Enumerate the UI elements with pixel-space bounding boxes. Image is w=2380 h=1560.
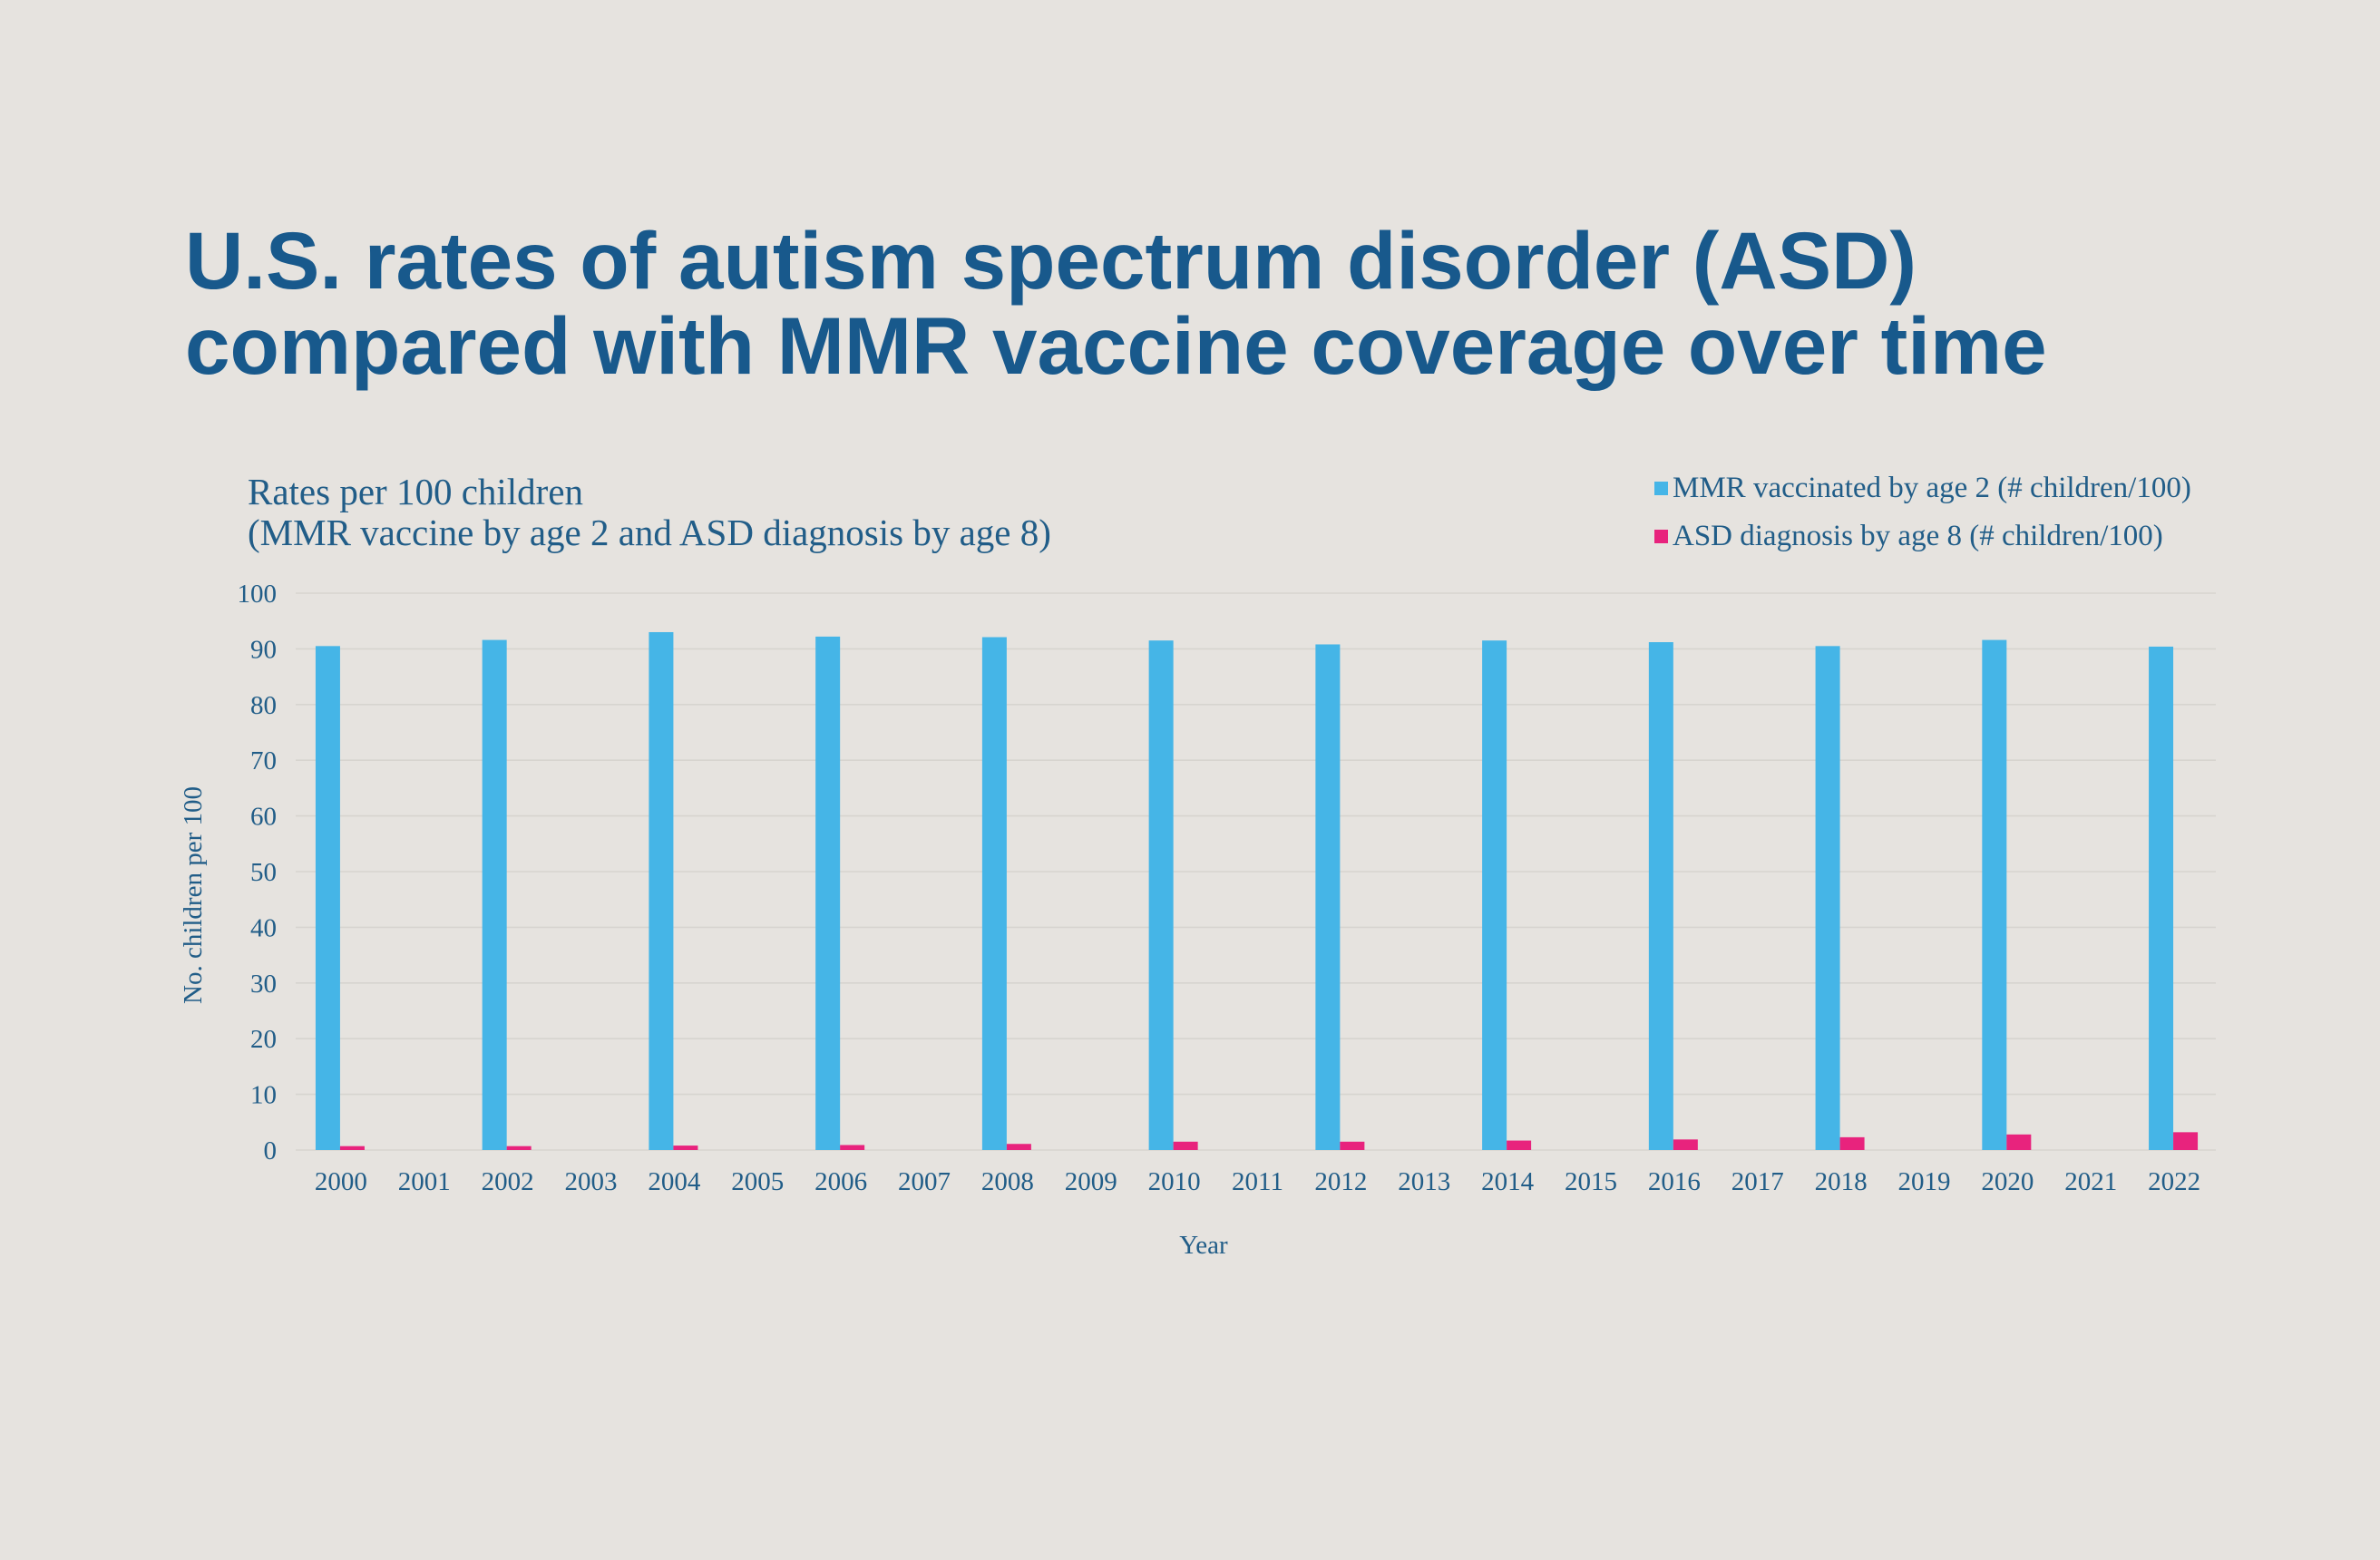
x-tick-label: 2009 xyxy=(1065,1167,1117,1196)
y-tick-label: 30 xyxy=(250,970,277,999)
x-tick-label: 2002 xyxy=(482,1167,534,1196)
bar-mmr-2020 xyxy=(1982,639,2007,1150)
y-tick-label: 90 xyxy=(250,635,277,664)
y-tick-label: 40 xyxy=(250,913,277,942)
x-tick-label: 2013 xyxy=(1398,1167,1450,1196)
subtitle-line-1: Rates per 100 children xyxy=(248,471,584,512)
y-tick-label: 50 xyxy=(250,858,277,887)
bar-mmr-2006 xyxy=(815,636,841,1150)
bar-asd-2016 xyxy=(1673,1139,1698,1150)
bar-asd-2002 xyxy=(506,1146,532,1150)
y-axis-title: No. children per 100 xyxy=(179,786,208,1004)
legend-label-asd: ASD diagnosis by age 8 (# children/100) xyxy=(1673,520,2163,552)
bar-mmr-2012 xyxy=(1315,644,1341,1150)
bar-asd-2010 xyxy=(1173,1141,1198,1150)
bar-asd-2004 xyxy=(673,1146,698,1150)
bars-asd-series xyxy=(339,1132,2199,1150)
x-tick-label: 2007 xyxy=(898,1167,951,1196)
bar-asd-2018 xyxy=(1839,1136,1865,1150)
x-tick-label: 2022 xyxy=(2148,1167,2200,1196)
legend: MMR vaccinated by age 2 (# children/100)… xyxy=(1654,464,2191,561)
y-tick-label: 0 xyxy=(264,1136,278,1165)
subtitle-line-2: (MMR vaccine by age 2 and ASD diagnosis … xyxy=(248,512,1051,553)
y-tick-label: 70 xyxy=(250,746,277,775)
x-tick-label: 2011 xyxy=(1232,1167,1283,1196)
x-tick-label: 2021 xyxy=(2064,1167,2117,1196)
x-tick-label: 2012 xyxy=(1314,1167,1367,1196)
bar-asd-2006 xyxy=(840,1145,865,1150)
x-tick-label: 2020 xyxy=(1981,1167,2034,1196)
bar-asd-2020 xyxy=(2006,1134,2032,1150)
chart-subtitle: Rates per 100 children (MMR vaccine by a… xyxy=(248,472,1051,553)
legend-label-mmr: MMR vaccinated by age 2 (# children/100) xyxy=(1673,472,2191,504)
bar-mmr-2018 xyxy=(1815,646,1840,1150)
x-tick-label: 2006 xyxy=(814,1167,867,1196)
bar-mmr-2000 xyxy=(315,646,340,1150)
y-tick-label: 100 xyxy=(238,580,278,609)
x-tick-label: 2010 xyxy=(1148,1167,1201,1196)
y-tick-label: 80 xyxy=(250,691,277,720)
y-tick-label: 60 xyxy=(250,803,277,832)
y-tick-label: 20 xyxy=(250,1025,277,1054)
x-tick-label: 2017 xyxy=(1731,1167,1784,1196)
bar-asd-2012 xyxy=(1340,1141,1365,1150)
x-tick-label: 2014 xyxy=(1481,1167,1535,1196)
y-axis-tick-labels: 0 10 20 30 40 50 60 70 80 90 100 xyxy=(238,580,278,1165)
chart-title: U.S. rates of autism spectrum disorder (… xyxy=(185,215,2047,391)
x-tick-label: 2004 xyxy=(648,1167,701,1196)
bar-mmr-2014 xyxy=(1482,640,1507,1150)
bar-mmr-2010 xyxy=(1148,640,1174,1150)
bar-mmr-2008 xyxy=(981,637,1007,1150)
bar-mmr-2002 xyxy=(482,639,507,1150)
bars-mmr-series xyxy=(315,631,2174,1150)
x-tick-label: 2015 xyxy=(1565,1167,1617,1196)
legend-item-mmr: MMR vaccinated by age 2 (# children/100) xyxy=(1654,464,2191,512)
bar-asd-2000 xyxy=(339,1146,365,1150)
x-tick-label: 2018 xyxy=(1815,1167,1868,1196)
x-tick-label: 2001 xyxy=(398,1167,451,1196)
legend-swatch-asd xyxy=(1654,530,1668,543)
bar-mmr-2004 xyxy=(649,631,674,1150)
x-tick-label: 2019 xyxy=(1897,1167,1950,1196)
y-tick-label: 10 xyxy=(250,1081,277,1110)
bar-asd-2014 xyxy=(1507,1140,1532,1150)
x-tick-label: 2005 xyxy=(731,1167,784,1196)
x-axis-title: Year xyxy=(1179,1231,1228,1260)
x-tick-label: 2003 xyxy=(565,1167,618,1196)
gridlines xyxy=(296,592,2216,1151)
x-tick-label: 2016 xyxy=(1648,1167,1701,1196)
bar-asd-2022 xyxy=(2173,1132,2199,1150)
legend-swatch-mmr xyxy=(1654,482,1668,495)
legend-item-asd: ASD diagnosis by age 8 (# children/100) xyxy=(1654,512,2191,561)
bar-mmr-2016 xyxy=(1648,642,1673,1150)
x-tick-label: 2008 xyxy=(981,1167,1034,1196)
bar-mmr-2022 xyxy=(2149,646,2174,1150)
x-tick-label: 2000 xyxy=(315,1167,367,1196)
bar-asd-2008 xyxy=(1006,1144,1031,1150)
x-axis-tick-labels: 2000 2001 2002 2003 2004 2005 2006 2007 2008 2009… xyxy=(315,1167,2200,1196)
